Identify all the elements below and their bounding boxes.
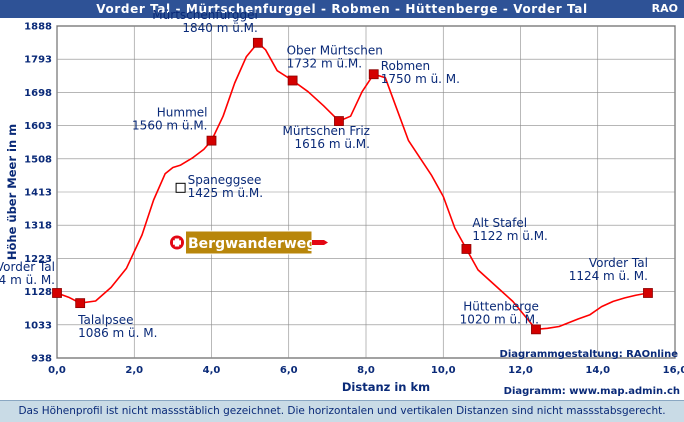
waypoint-marker bbox=[461, 244, 472, 254]
x-axis-label: Distanz in km bbox=[342, 380, 430, 394]
waypoint-elevation: 1732 m ü.M. bbox=[287, 57, 362, 71]
x-tick-label: 8,0 bbox=[357, 365, 375, 376]
footer-note: Das Höhenprofil ist nicht massstäblich g… bbox=[0, 400, 684, 422]
waypoint-elevation: 1560 m ü.M. bbox=[132, 119, 207, 133]
waypoint-name: Vorder Tal bbox=[589, 256, 648, 270]
waypoint-marker bbox=[75, 298, 86, 309]
waypoint-marker bbox=[643, 288, 653, 298]
waypoint-marker bbox=[368, 69, 379, 80]
waypoint-name: Hummel bbox=[157, 106, 208, 120]
y-tick-label: 1223 bbox=[24, 254, 52, 265]
design-credit: Diagrammgestaltung: RAOnline bbox=[500, 349, 679, 360]
waypoint-marker bbox=[334, 116, 344, 126]
waypoint-name: Alt Stafel bbox=[472, 216, 527, 230]
x-tick-label: 0,0 bbox=[48, 365, 66, 376]
waypoint-elevation: 1124 m ü. M. bbox=[569, 269, 648, 283]
waypoint-name: Talalpsee bbox=[77, 313, 133, 327]
waypoint-elevation: 1425 m ü.M. bbox=[188, 186, 263, 200]
source-credit: Diagramm: www.map.admin.ch bbox=[504, 386, 680, 397]
badge-label: Bergwanderweg bbox=[188, 236, 316, 252]
route-title: Vorder Tal - Mürtschenfurggel - Robmen -… bbox=[96, 2, 588, 16]
x-tick-label: 10,0 bbox=[431, 365, 456, 376]
x-tick-label: 12,0 bbox=[508, 365, 533, 376]
y-tick-label: 1508 bbox=[24, 154, 52, 165]
y-tick-label: 1698 bbox=[24, 88, 52, 99]
y-tick-label: 938 bbox=[31, 354, 52, 365]
waypoint-elevation: 1616 m ü.M. bbox=[295, 137, 370, 151]
waypoint-name: Vorder Tal bbox=[0, 260, 55, 274]
brand-label: RAO bbox=[651, 2, 678, 15]
waypoint-marker bbox=[206, 135, 217, 146]
y-tick-label: 1793 bbox=[24, 55, 52, 66]
waypoint-marker bbox=[252, 37, 263, 48]
y-tick-label: 1033 bbox=[24, 320, 52, 331]
waypoint-elevation: 1122 m ü.M. bbox=[472, 229, 547, 243]
y-tick-label: 1413 bbox=[24, 188, 52, 199]
waypoint-marker bbox=[287, 75, 298, 86]
waypoint-name: Robmen bbox=[381, 59, 430, 73]
direction-arrow-icon bbox=[312, 240, 328, 245]
waypoint-elevation: 1124 m ü. M. bbox=[0, 273, 55, 287]
y-tick-label: 1128 bbox=[24, 287, 52, 298]
waypoint-marker bbox=[175, 182, 186, 193]
waypoint-marker bbox=[52, 288, 62, 298]
waypoint-name: Spaneggsee bbox=[188, 173, 262, 187]
waypoint-marker bbox=[531, 324, 541, 335]
y-axis-label: Höhe über Meer in m bbox=[5, 124, 19, 260]
waypoint-name: Mürtschenfurggel bbox=[152, 8, 258, 22]
x-tick-label: 6,0 bbox=[280, 365, 298, 376]
waypoint-name: Ober Mürtschen bbox=[287, 44, 383, 58]
y-tick-label: 1603 bbox=[24, 121, 52, 132]
y-tick-label: 1318 bbox=[24, 221, 52, 232]
waypoint-name: Hüttenberge bbox=[463, 299, 539, 313]
x-tick-label: 4,0 bbox=[203, 365, 221, 376]
x-tick-label: 14,0 bbox=[585, 365, 610, 376]
y-tick-label: 1888 bbox=[24, 22, 52, 33]
waypoint-elevation: 1750 m ü. M. bbox=[381, 72, 460, 86]
waypoint-elevation: 1840 m ü.M. bbox=[182, 21, 257, 35]
waypoint-elevation: 1086 m ü. M. bbox=[78, 326, 157, 340]
x-tick-label: 16,0 bbox=[663, 365, 684, 376]
waypoint-elevation: 1020 m ü. M. bbox=[460, 312, 539, 326]
title-bar: Vorder Tal - Mürtschenfurggel - Robmen -… bbox=[0, 0, 684, 18]
x-tick-label: 2,0 bbox=[125, 365, 143, 376]
elevation-line bbox=[56, 41, 649, 331]
waypoint-name: Mürtschen Friz bbox=[283, 124, 370, 138]
hiking-trail-badge: Bergwanderweg bbox=[167, 230, 328, 255]
